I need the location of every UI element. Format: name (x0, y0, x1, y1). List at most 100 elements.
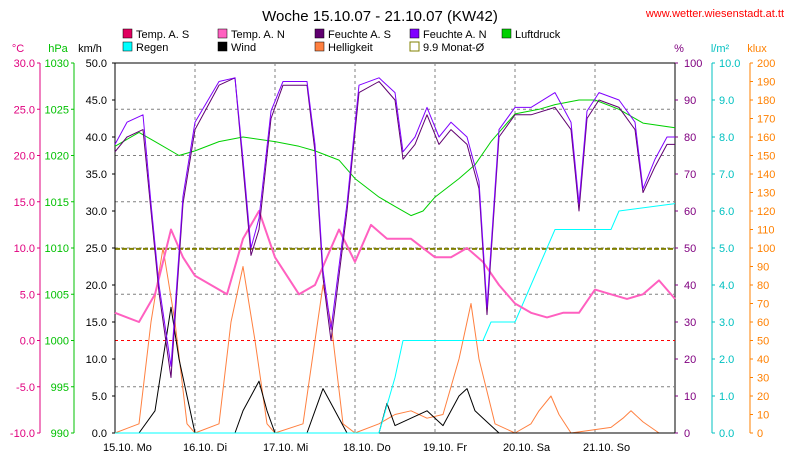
tick-label: 90 (757, 262, 769, 274)
series-feuchte-a-s (114, 77, 675, 378)
plot-area (114, 77, 676, 434)
series-wind (115, 306, 675, 434)
tick-label: 50 (757, 336, 769, 348)
legend-swatch (409, 41, 420, 52)
tick-label: 150 (757, 151, 775, 163)
legend-label: Wind (231, 42, 256, 54)
legend-swatch (314, 41, 325, 52)
chart-title: Woche 15.10.07 - 21.10.07 (KW42) (262, 8, 498, 25)
tick-label: 0.0 (719, 428, 734, 440)
tick-label: 50 (684, 243, 696, 255)
tick-label: 30.0 (86, 206, 107, 218)
legend-label: Temp. A. S (136, 29, 189, 41)
tick-label: 30 (684, 317, 696, 329)
x-tick-label: 16.10. Di (183, 442, 227, 454)
tick-label: 30 (757, 373, 769, 385)
tick-label: 100 (684, 58, 702, 70)
tick-label: 20.0 (86, 280, 107, 292)
tick-label: -10.0 (10, 428, 35, 440)
tick-label: 10.0 (86, 354, 107, 366)
legend-swatch (501, 28, 512, 39)
tick-label: 80 (684, 132, 696, 144)
series-helligkeit (114, 247, 675, 434)
tick-label: 1000 (45, 336, 69, 348)
light-unit: klux (747, 43, 767, 55)
tick-label: 8.0 (719, 132, 734, 144)
tick-label: 160 (757, 132, 775, 144)
legend-swatch (314, 28, 325, 39)
tick-label: 1005 (45, 289, 69, 301)
tick-label: 10.0 (14, 243, 35, 255)
legend-swatch (217, 41, 228, 52)
wind-unit: km/h (78, 43, 102, 55)
x-tick-label: 17.10. Mi (263, 442, 308, 454)
tick-label: 5.0 (20, 289, 35, 301)
x-tick-label: 21.10. So (583, 442, 630, 454)
series-regen (115, 203, 676, 434)
tick-label: 7.0 (719, 169, 734, 181)
tick-label: 45.0 (86, 95, 107, 107)
temp-unit: °C (12, 43, 24, 55)
legend-swatch (217, 28, 228, 39)
tick-label: 170 (757, 114, 775, 126)
tick-label: 0.0 (92, 428, 107, 440)
tick-label: 1.0 (719, 391, 734, 403)
tick-label: 70 (684, 169, 696, 181)
tick-label: 5.0 (92, 391, 107, 403)
tick-label: 995 (51, 382, 69, 394)
tick-label: 20 (757, 391, 769, 403)
tick-label: 9.0 (719, 95, 734, 107)
legend-swatch (122, 28, 133, 39)
legend-label: Feuchte A. S (328, 29, 391, 41)
tick-label: 1030 (45, 58, 69, 70)
tick-label: 15.0 (86, 317, 107, 329)
legend-label: 9.9 Monat-Ø (423, 42, 485, 54)
tick-label: 50.0 (86, 58, 107, 70)
tick-label: 0 (684, 428, 690, 440)
axes-group: 30.025.020.015.010.05.00.0-5.0-10.010301… (10, 58, 775, 454)
tick-label: -5.0 (16, 382, 35, 394)
humidity-unit: % (674, 43, 684, 55)
tick-label: 190 (757, 77, 775, 89)
x-tick-label: 15.10. Mo (103, 442, 152, 454)
tick-label: 25.0 (86, 243, 107, 255)
legend: Temp. A. S Temp. A. N Feuchte A. S Feuchte … (122, 28, 561, 54)
tick-label: 2.0 (719, 354, 734, 366)
rain-unit: l/m² (711, 43, 730, 55)
tick-label: 60 (757, 317, 769, 329)
tick-label: 10 (684, 391, 696, 403)
legend-swatch (122, 41, 133, 52)
tick-label: 990 (51, 428, 69, 440)
legend-label: Feuchte A. N (423, 29, 487, 41)
x-tick-label: 20.10. Sa (503, 442, 551, 454)
tick-label: 20 (684, 354, 696, 366)
x-tick-label: 18.10. Do (343, 442, 391, 454)
tick-label: 100 (757, 243, 775, 255)
tick-label: 4.0 (719, 280, 734, 292)
series-temp-a-n (114, 210, 676, 323)
tick-label: 40 (684, 280, 696, 292)
legend-label: Helligkeit (328, 42, 373, 54)
tick-label: 80 (757, 280, 769, 292)
tick-label: 130 (757, 188, 775, 200)
legend-label: Luftdruck (515, 29, 561, 41)
tick-label: 25.0 (14, 104, 35, 116)
tick-label: 35.0 (86, 169, 107, 181)
tick-label: 1025 (45, 104, 69, 116)
tick-label: 5.0 (719, 243, 734, 255)
tick-label: 0.0 (20, 336, 35, 348)
tick-label: 90 (684, 95, 696, 107)
legend-label: Temp. A. N (231, 29, 285, 41)
tick-label: 140 (757, 169, 775, 181)
tick-label: 60 (684, 206, 696, 218)
tick-label: 180 (757, 95, 775, 107)
source-url: www.wetter.wiesenstadt.at.tt (645, 8, 784, 20)
series-feuchte-a-n (114, 77, 675, 367)
tick-label: 40.0 (86, 132, 107, 144)
pressure-unit: hPa (48, 43, 68, 55)
tick-label: 1015 (45, 197, 69, 209)
tick-label: 40 (757, 354, 769, 366)
tick-label: 0 (757, 428, 763, 440)
tick-label: 1020 (45, 151, 69, 163)
legend-label: Regen (136, 42, 168, 54)
